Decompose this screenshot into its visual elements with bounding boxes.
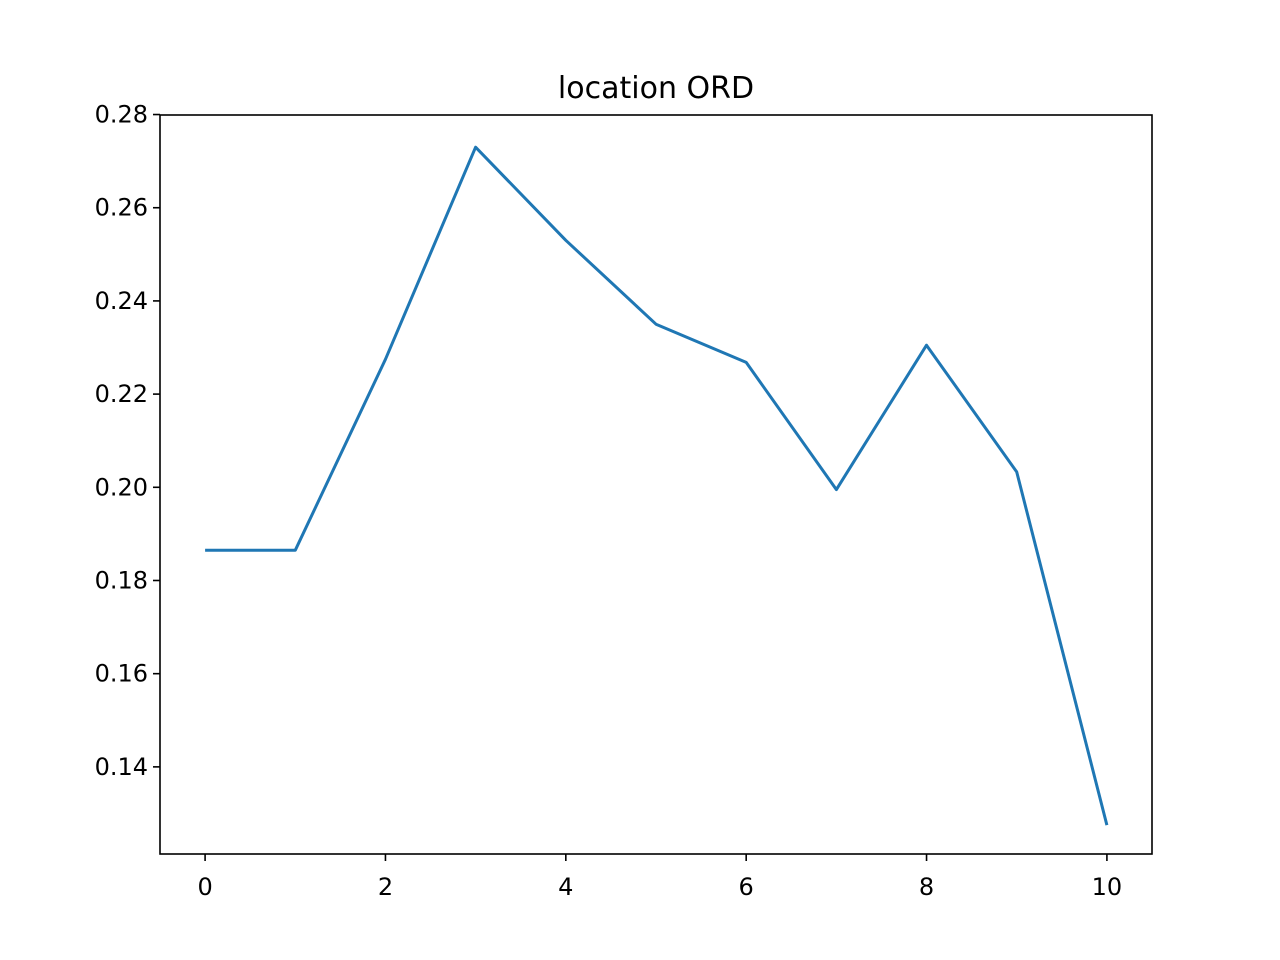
x-tick-label: 6 [739, 873, 754, 901]
y-tick-label: 0.22 [95, 380, 148, 408]
x-tick-label: 0 [197, 873, 212, 901]
series-line [205, 145, 1109, 826]
y-tick-label: 0.26 [95, 194, 148, 222]
x-tick-label: 10 [1092, 873, 1123, 901]
y-tick-label: 0.14 [95, 753, 148, 781]
series-layer [205, 145, 1109, 826]
plot-frame [159, 114, 1153, 855]
y-axis: 0.14 0.16 0.18 0.20 0.22 0.24 0.26 0.28 [95, 101, 160, 781]
y-tick-label: 0.18 [95, 566, 148, 594]
x-axis: 0 2 4 6 8 10 [197, 854, 1122, 901]
y-tick-label: 0.16 [95, 660, 148, 688]
y-tick-label: 0.20 [95, 473, 148, 501]
y-tick-label: 0.24 [95, 287, 148, 315]
x-tick-label: 4 [558, 873, 573, 901]
y-tick-label: 0.28 [95, 101, 148, 129]
x-tick-label: 2 [378, 873, 393, 901]
x-tick-label: 8 [919, 873, 934, 901]
chart-title: location ORD [558, 71, 754, 106]
